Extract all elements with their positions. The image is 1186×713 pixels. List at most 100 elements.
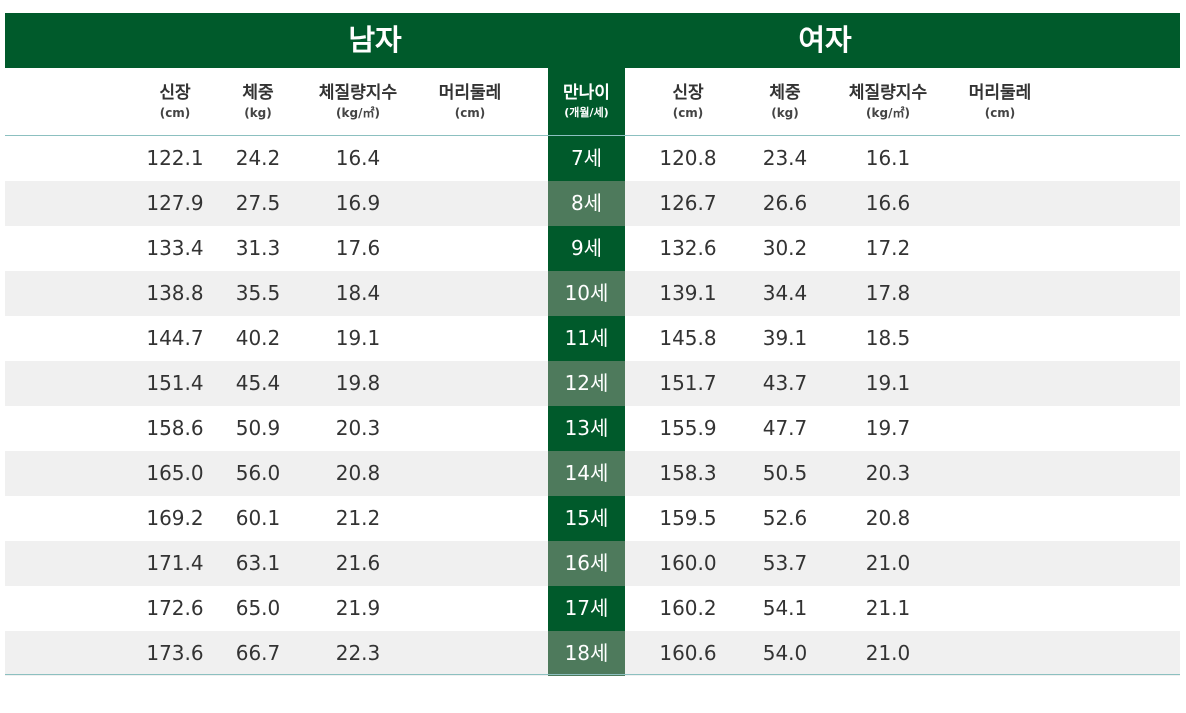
female-head-circumference-cell <box>950 226 1050 271</box>
female-height-cell: 158.3 <box>659 461 717 485</box>
male-height-header: 신장 (cm) <box>159 83 191 120</box>
female-weight-cell: 54.0 <box>762 641 808 665</box>
male-height-cell: 138.8 <box>146 281 204 305</box>
female-weight-cell: 26.6 <box>762 191 808 215</box>
female-head-circumference-cell <box>950 586 1050 631</box>
female-height-cell: 139.1 <box>659 281 717 305</box>
male-head-circumference-cell <box>420 406 520 451</box>
female-heading: 여자 <box>798 23 852 57</box>
male-bmi-cell: 18.4 <box>335 281 381 305</box>
female-head-circumference-cell <box>950 631 1050 676</box>
female-weight-cell: 50.5 <box>762 461 808 485</box>
table-row: 144.7 40.2 19.1 145.8 39.1 18.5 11세 <box>5 316 1180 361</box>
age-cell: 7세 <box>548 136 625 181</box>
female-height-cell: 159.5 <box>659 506 717 530</box>
male-head-circumference-cell <box>420 541 520 586</box>
table-row: 165.0 56.0 20.8 158.3 50.5 20.3 14세 <box>5 451 1180 496</box>
female-weight-cell: 53.7 <box>762 551 808 575</box>
female-head-circumference-cell <box>950 136 1050 181</box>
female-weight-cell: 23.4 <box>762 146 808 170</box>
male-bmi-cell: 19.8 <box>335 371 381 395</box>
male-height-cell: 133.4 <box>146 236 204 260</box>
female-bmi-cell: 20.3 <box>865 461 911 485</box>
male-bmi-cell: 16.4 <box>335 146 381 170</box>
table-bottom-divider <box>5 674 1180 675</box>
table-row: 122.1 24.2 16.4 120.8 23.4 16.1 7세 <box>5 136 1180 181</box>
male-weight-cell: 66.7 <box>235 641 281 665</box>
male-weight-cell: 31.3 <box>235 236 281 260</box>
male-head-circumference-cell <box>420 631 520 676</box>
male-bmi-cell: 19.1 <box>335 326 381 350</box>
female-bmi-cell: 21.0 <box>865 641 911 665</box>
female-head-circumference-cell <box>950 361 1050 406</box>
female-weight-cell: 52.6 <box>762 506 808 530</box>
male-head-circumference-cell <box>420 136 520 181</box>
male-head-circumference-cell <box>420 451 520 496</box>
female-weight-cell: 43.7 <box>762 371 808 395</box>
female-weight-header: 체중 (kg) <box>769 83 801 120</box>
female-weight-cell: 34.4 <box>762 281 808 305</box>
female-height-cell: 126.7 <box>659 191 717 215</box>
male-bmi-cell: 21.6 <box>335 551 381 575</box>
female-bmi-cell: 18.5 <box>865 326 911 350</box>
table-row: 158.6 50.9 20.3 155.9 47.7 19.7 13세 <box>5 406 1180 451</box>
female-height-cell: 160.2 <box>659 596 717 620</box>
male-weight-cell: 40.2 <box>235 326 281 350</box>
male-weight-cell: 27.5 <box>235 191 281 215</box>
female-weight-cell: 30.2 <box>762 236 808 260</box>
female-bmi-cell: 19.7 <box>865 416 911 440</box>
female-bmi-header: 체질량지수 (kg/㎡) <box>848 83 928 120</box>
female-height-header: 신장 (cm) <box>672 83 704 120</box>
female-head-circumference-cell <box>950 406 1050 451</box>
age-cell: 10세 <box>548 271 625 316</box>
age-cell: 18세 <box>548 631 625 676</box>
female-head-circumference-cell <box>950 181 1050 226</box>
female-bmi-cell: 16.6 <box>865 191 911 215</box>
female-bmi-cell: 17.8 <box>865 281 911 305</box>
male-head-circumference-cell <box>420 361 520 406</box>
age-cell: 13세 <box>548 406 625 451</box>
table-row: 138.8 35.5 18.4 139.1 34.4 17.8 10세 <box>5 271 1180 316</box>
male-bmi-cell: 21.2 <box>335 506 381 530</box>
female-height-cell: 132.6 <box>659 236 717 260</box>
male-bmi-cell: 16.9 <box>335 191 381 215</box>
male-head-circumference-cell <box>420 316 520 361</box>
female-head-circumference-cell <box>950 451 1050 496</box>
column-header-row: 신장 (cm) 체중 (kg) 체질량지수 (kg/㎡) 머리둘레 (cm) 만나이 (… <box>5 68 1180 135</box>
header-divider <box>5 135 1180 136</box>
male-weight-cell: 60.1 <box>235 506 281 530</box>
male-heading: 남자 <box>348 23 402 57</box>
male-weight-cell: 45.4 <box>235 371 281 395</box>
female-height-cell: 151.7 <box>659 371 717 395</box>
male-bmi-cell: 17.6 <box>335 236 381 260</box>
female-bmi-cell: 21.0 <box>865 551 911 575</box>
male-height-cell: 169.2 <box>146 506 204 530</box>
age-cell: 8세 <box>548 181 625 226</box>
female-head-circumference-header: 머리둘레 (cm) <box>968 83 1032 120</box>
male-height-cell: 171.4 <box>146 551 204 575</box>
female-weight-cell: 54.1 <box>762 596 808 620</box>
male-height-cell: 122.1 <box>146 146 204 170</box>
female-height-cell: 160.6 <box>659 641 717 665</box>
age-cell: 12세 <box>548 361 625 406</box>
male-weight-cell: 56.0 <box>235 461 281 485</box>
male-weight-cell: 35.5 <box>235 281 281 305</box>
male-height-cell: 165.0 <box>146 461 204 485</box>
male-height-cell: 158.6 <box>146 416 204 440</box>
male-bmi-cell: 20.8 <box>335 461 381 485</box>
male-head-circumference-cell <box>420 226 520 271</box>
male-weight-cell: 24.2 <box>235 146 281 170</box>
table-row: 133.4 31.3 17.6 132.6 30.2 17.2 9세 <box>5 226 1180 271</box>
female-weight-cell: 39.1 <box>762 326 808 350</box>
male-weight-cell: 65.0 <box>235 596 281 620</box>
female-head-circumference-cell <box>950 271 1050 316</box>
age-cell: 17세 <box>548 586 625 631</box>
female-height-cell: 155.9 <box>659 416 717 440</box>
female-head-circumference-cell <box>950 496 1050 541</box>
age-cell: 15세 <box>548 496 625 541</box>
table-row: 169.2 60.1 21.2 159.5 52.6 20.8 15세 <box>5 496 1180 541</box>
female-bmi-cell: 20.8 <box>865 506 911 530</box>
age-cell: 14세 <box>548 451 625 496</box>
male-height-cell: 127.9 <box>146 191 204 215</box>
table-row: 171.4 63.1 21.6 160.0 53.7 21.0 16세 <box>5 541 1180 586</box>
